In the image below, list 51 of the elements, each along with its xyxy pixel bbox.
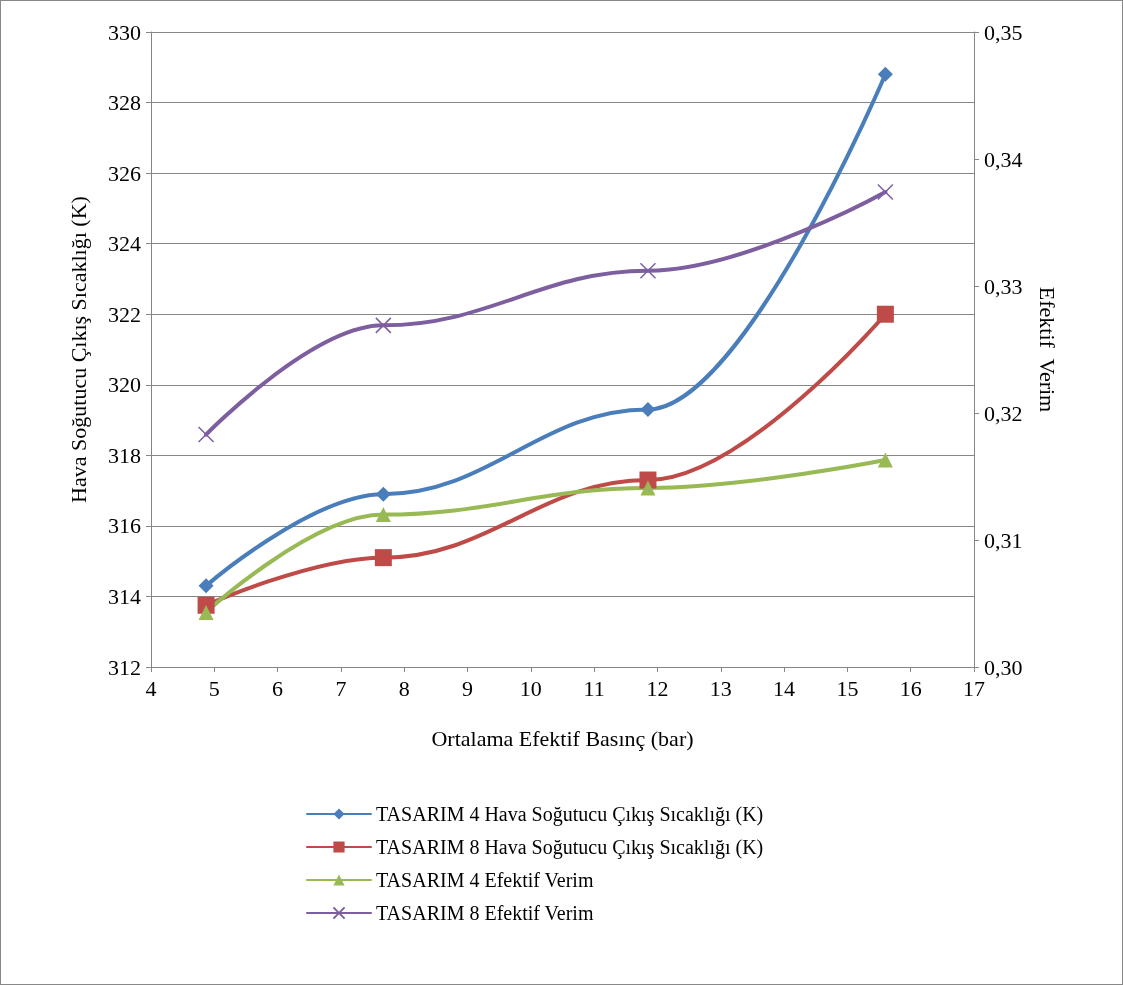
legend-label: TASARIM 8 Hava Soğutucu Çıkış Sıcaklığı (K) [376,836,764,859]
point [197,426,215,443]
legend-label: TASARIM 4 Efektif Verim [376,869,594,891]
x-tick-label: 17 [963,675,985,701]
y-tick-label: 330 [108,19,141,45]
x-tick-label: 12 [646,675,669,701]
y-tick-label: 316 [108,513,141,539]
y2-tick-label: 0,30 [984,654,1023,680]
x-axis-title: Ortalama Efektif Basınç (bar) [431,725,694,751]
x-tick-label: 8 [398,675,410,701]
y-tick-label: 328 [108,90,141,116]
point [640,401,656,417]
x-tick-label: 13 [709,675,732,701]
x-tick-label: 14 [773,675,796,701]
point [877,183,894,201]
point [640,480,656,496]
y2-axis-title: Efektif Verim [1034,286,1060,413]
point [198,578,214,594]
point [198,604,214,620]
y-tick-label: 318 [108,442,141,468]
point [639,262,657,280]
y2-tick-label: 0,31 [984,527,1023,553]
y-tick-label: 320 [108,372,141,398]
point [876,305,894,323]
x-tick-label: 9 [462,675,474,701]
x-tick-label: 11 [583,675,605,701]
point [375,507,391,523]
x-tick-label: 6 [272,675,284,701]
y-tick-label: 326 [108,160,141,186]
legend-label: TASARIM 4 Hava Soğutucu Çıkış Sıcaklığı (K) [376,803,764,826]
point [374,549,392,567]
point [375,486,391,502]
y-tick-label: 322 [108,301,141,327]
legend-label: TASARIM 8 Efektif Verim [376,902,594,924]
y2-tick-label: 0,32 [984,400,1023,426]
y-tick-label: 312 [108,654,141,680]
x-tick-label: 10 [519,675,542,701]
y-axis-title: Hava Soğutucu Çıkış Sıcaklığı (K) [65,196,91,503]
x-tick-label: 16 [899,675,922,701]
y-tick-label: 314 [108,583,141,609]
y2-tick-label: 0,34 [984,146,1023,172]
point [375,317,392,334]
point [877,452,893,468]
x-tick-label: 15 [836,675,859,701]
x-tick-label: 5 [208,675,220,701]
y-tick-label: 324 [108,231,141,257]
x-tick-label: 4 [145,675,157,701]
point [877,66,893,82]
y2-tick-label: 0,33 [984,273,1023,299]
y2-tick-label: 0,35 [984,19,1023,45]
x-tick-label: 7 [335,675,347,701]
